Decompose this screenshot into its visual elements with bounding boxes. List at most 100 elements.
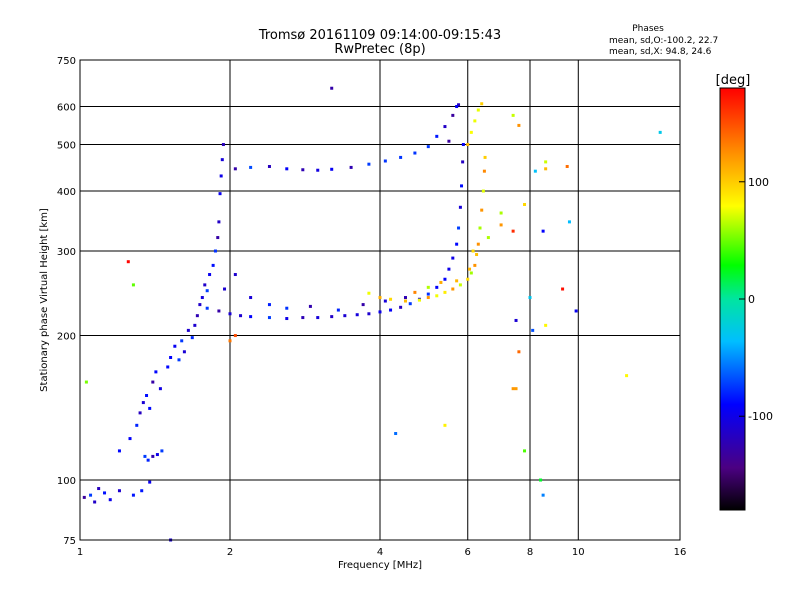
point-o xyxy=(457,226,461,230)
point-o xyxy=(140,489,144,493)
point-o xyxy=(301,168,305,172)
point-o xyxy=(233,273,237,277)
point-o xyxy=(285,306,289,310)
info-heading: Phases xyxy=(632,24,664,34)
point-other xyxy=(126,260,130,264)
point-o xyxy=(447,139,451,143)
point-o xyxy=(151,380,155,384)
point-o xyxy=(383,299,387,303)
point-o xyxy=(223,287,227,291)
point-x xyxy=(468,267,472,271)
point-o xyxy=(193,323,197,327)
x-axis-label: Frequency [MHz] xyxy=(338,560,422,571)
point-x xyxy=(517,123,521,127)
point-x xyxy=(466,143,470,147)
point-o xyxy=(82,495,86,499)
point-x xyxy=(483,155,487,159)
point-o xyxy=(154,370,158,374)
point-x xyxy=(544,160,548,164)
point-o xyxy=(426,292,430,296)
point-o xyxy=(203,283,207,287)
points-layer xyxy=(82,86,662,542)
point-x xyxy=(455,279,459,283)
point-o xyxy=(177,358,181,362)
point-o xyxy=(330,86,334,90)
point-o xyxy=(151,454,155,458)
point-other xyxy=(523,449,527,453)
point-other xyxy=(523,202,527,206)
point-o xyxy=(349,165,353,169)
y-tick-label: 200 xyxy=(57,332,76,343)
point-other xyxy=(131,283,135,287)
point-o xyxy=(108,498,112,502)
point-o xyxy=(285,167,289,171)
point-o xyxy=(249,296,253,300)
point-x xyxy=(476,242,480,246)
point-other xyxy=(511,229,515,233)
point-o xyxy=(148,480,152,484)
point-o xyxy=(455,105,459,109)
point-x xyxy=(469,130,473,134)
point-o xyxy=(435,134,439,138)
point-x xyxy=(439,280,443,284)
point-x xyxy=(466,277,470,281)
point-o xyxy=(117,489,121,493)
point-other xyxy=(533,169,537,173)
point-o xyxy=(399,305,403,309)
colorbar-tick-label: 0 xyxy=(748,293,755,306)
point-o xyxy=(361,303,365,307)
point-o xyxy=(216,236,220,240)
point-o xyxy=(195,314,199,318)
point-o xyxy=(458,205,462,209)
point-o xyxy=(267,303,271,307)
x-tick-label: 4 xyxy=(377,547,383,558)
point-x xyxy=(417,298,421,302)
info-line-x: mean, sd,X: 94.8, 24.6 xyxy=(609,47,712,57)
point-x xyxy=(473,263,477,267)
point-o xyxy=(89,493,93,497)
point-other xyxy=(528,296,532,300)
point-o xyxy=(413,151,417,155)
point-other xyxy=(394,432,398,436)
point-o xyxy=(399,155,403,159)
chart-title-line2: RwPretec (8p) xyxy=(334,42,425,57)
point-o xyxy=(169,355,173,359)
y-axis-label: Stationary phase Virtual Height [km] xyxy=(39,208,50,392)
point-x xyxy=(443,290,447,294)
point-x xyxy=(473,119,477,123)
point-other xyxy=(443,423,447,427)
point-o xyxy=(249,165,253,169)
point-o xyxy=(316,316,320,320)
point-o xyxy=(285,317,289,321)
point-o xyxy=(186,328,190,332)
point-o xyxy=(166,365,170,369)
point-x xyxy=(458,283,462,287)
point-o xyxy=(378,310,382,314)
point-x xyxy=(482,169,486,173)
point-o xyxy=(138,411,142,415)
y-tick-label: 600 xyxy=(57,103,76,114)
y-tick-label: 500 xyxy=(57,141,76,152)
x-tick-label: 8 xyxy=(527,547,533,558)
point-other xyxy=(658,130,662,134)
point-x xyxy=(367,291,371,295)
point-x xyxy=(403,299,407,303)
point-other xyxy=(565,164,569,168)
point-x xyxy=(481,189,485,193)
point-x xyxy=(514,387,518,391)
point-x xyxy=(378,296,382,300)
point-o xyxy=(330,315,334,319)
y-tick-label: 400 xyxy=(57,187,76,198)
point-o xyxy=(141,401,145,405)
point-o xyxy=(160,449,164,453)
point-o xyxy=(218,192,222,196)
point-o xyxy=(200,296,204,300)
point-o xyxy=(221,143,225,147)
point-o xyxy=(131,493,135,497)
point-o xyxy=(146,458,150,462)
point-o xyxy=(219,174,223,178)
x-tick-label: 1 xyxy=(77,547,83,558)
point-other xyxy=(228,339,232,343)
